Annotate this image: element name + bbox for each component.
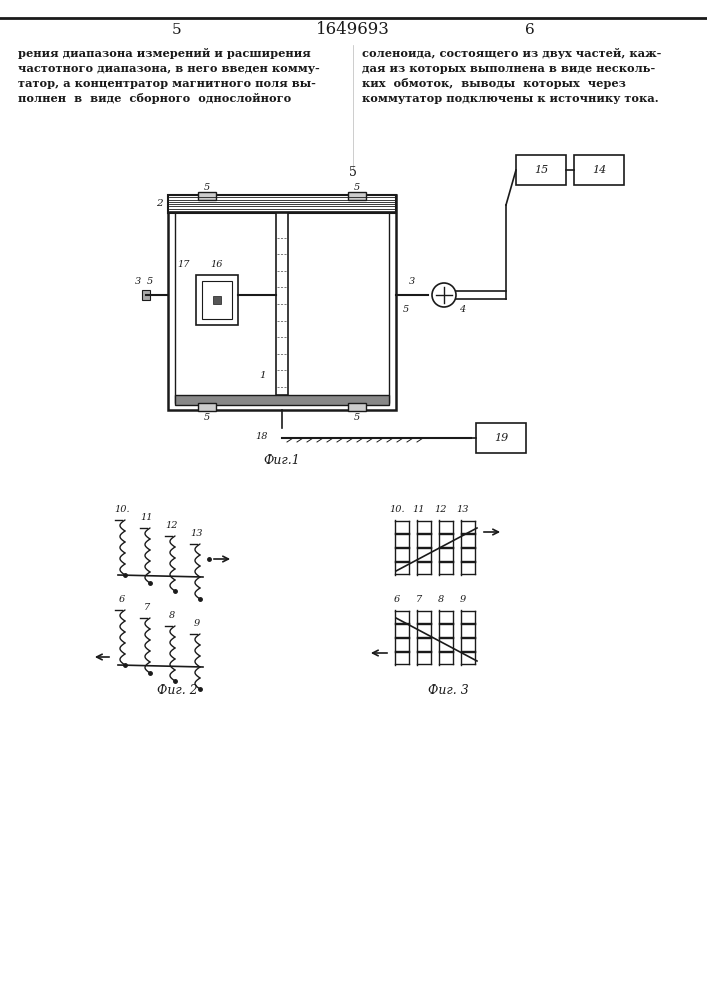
Bar — [202, 281, 232, 319]
Text: соленоида, состоящего из двух частей, каж-
дая из которых выполнена в виде неско: соленоида, состоящего из двух частей, ка… — [362, 48, 661, 104]
Text: 12: 12 — [165, 521, 178, 530]
Text: рения диапазона измерений и расширения
частотного диапазона, в него введен комму: рения диапазона измерений и расширения ч… — [18, 48, 320, 104]
Bar — [198, 403, 216, 411]
Bar — [168, 195, 396, 410]
Text: 14: 14 — [592, 165, 606, 175]
Text: 1: 1 — [259, 370, 266, 379]
Bar — [142, 290, 150, 300]
Text: 11: 11 — [413, 505, 425, 514]
Text: 13: 13 — [191, 529, 203, 538]
Bar — [476, 423, 526, 453]
Text: 17: 17 — [177, 260, 190, 269]
Bar — [574, 155, 624, 185]
Bar — [276, 213, 288, 395]
Text: 18: 18 — [256, 432, 268, 441]
Text: 7: 7 — [416, 595, 422, 604]
Text: 5: 5 — [403, 304, 409, 314]
Text: 6: 6 — [119, 595, 125, 604]
Text: 10.: 10. — [389, 505, 405, 514]
Text: 1649693: 1649693 — [316, 21, 390, 38]
Text: 6: 6 — [394, 595, 400, 604]
Text: 16: 16 — [211, 260, 223, 269]
Text: 12: 12 — [435, 505, 448, 514]
Text: 7: 7 — [144, 603, 150, 612]
Text: 3: 3 — [409, 276, 415, 286]
Text: 5: 5 — [349, 165, 357, 178]
Text: 5: 5 — [354, 182, 360, 192]
Text: 3: 3 — [135, 276, 141, 286]
Text: 5: 5 — [204, 182, 210, 192]
Text: Фиг. 3: Фиг. 3 — [428, 684, 468, 696]
Text: 10.: 10. — [115, 505, 130, 514]
Text: 5: 5 — [147, 276, 153, 286]
Text: 13: 13 — [457, 505, 469, 514]
Text: 8: 8 — [438, 595, 444, 604]
Text: 9: 9 — [460, 595, 466, 604]
Text: Фиг. 2: Фиг. 2 — [157, 684, 197, 696]
Text: 19: 19 — [494, 433, 508, 443]
Bar — [213, 296, 221, 304]
Text: 5: 5 — [354, 412, 360, 422]
Text: 11: 11 — [141, 513, 153, 522]
Bar — [348, 403, 366, 411]
Text: 15: 15 — [534, 165, 548, 175]
Text: 4: 4 — [459, 304, 465, 314]
Bar — [196, 275, 238, 325]
Text: 9: 9 — [194, 619, 200, 628]
Bar — [348, 192, 366, 200]
Text: 2: 2 — [156, 200, 163, 209]
Text: Фиг.1: Фиг.1 — [264, 454, 300, 466]
Bar — [168, 195, 396, 213]
Bar — [175, 202, 389, 403]
Text: 6: 6 — [525, 23, 535, 37]
Bar — [198, 192, 216, 200]
Bar — [516, 155, 566, 185]
Text: 5: 5 — [204, 412, 210, 422]
Text: 5: 5 — [173, 23, 182, 37]
Circle shape — [432, 283, 456, 307]
Text: 8: 8 — [169, 611, 175, 620]
Bar — [175, 395, 389, 405]
